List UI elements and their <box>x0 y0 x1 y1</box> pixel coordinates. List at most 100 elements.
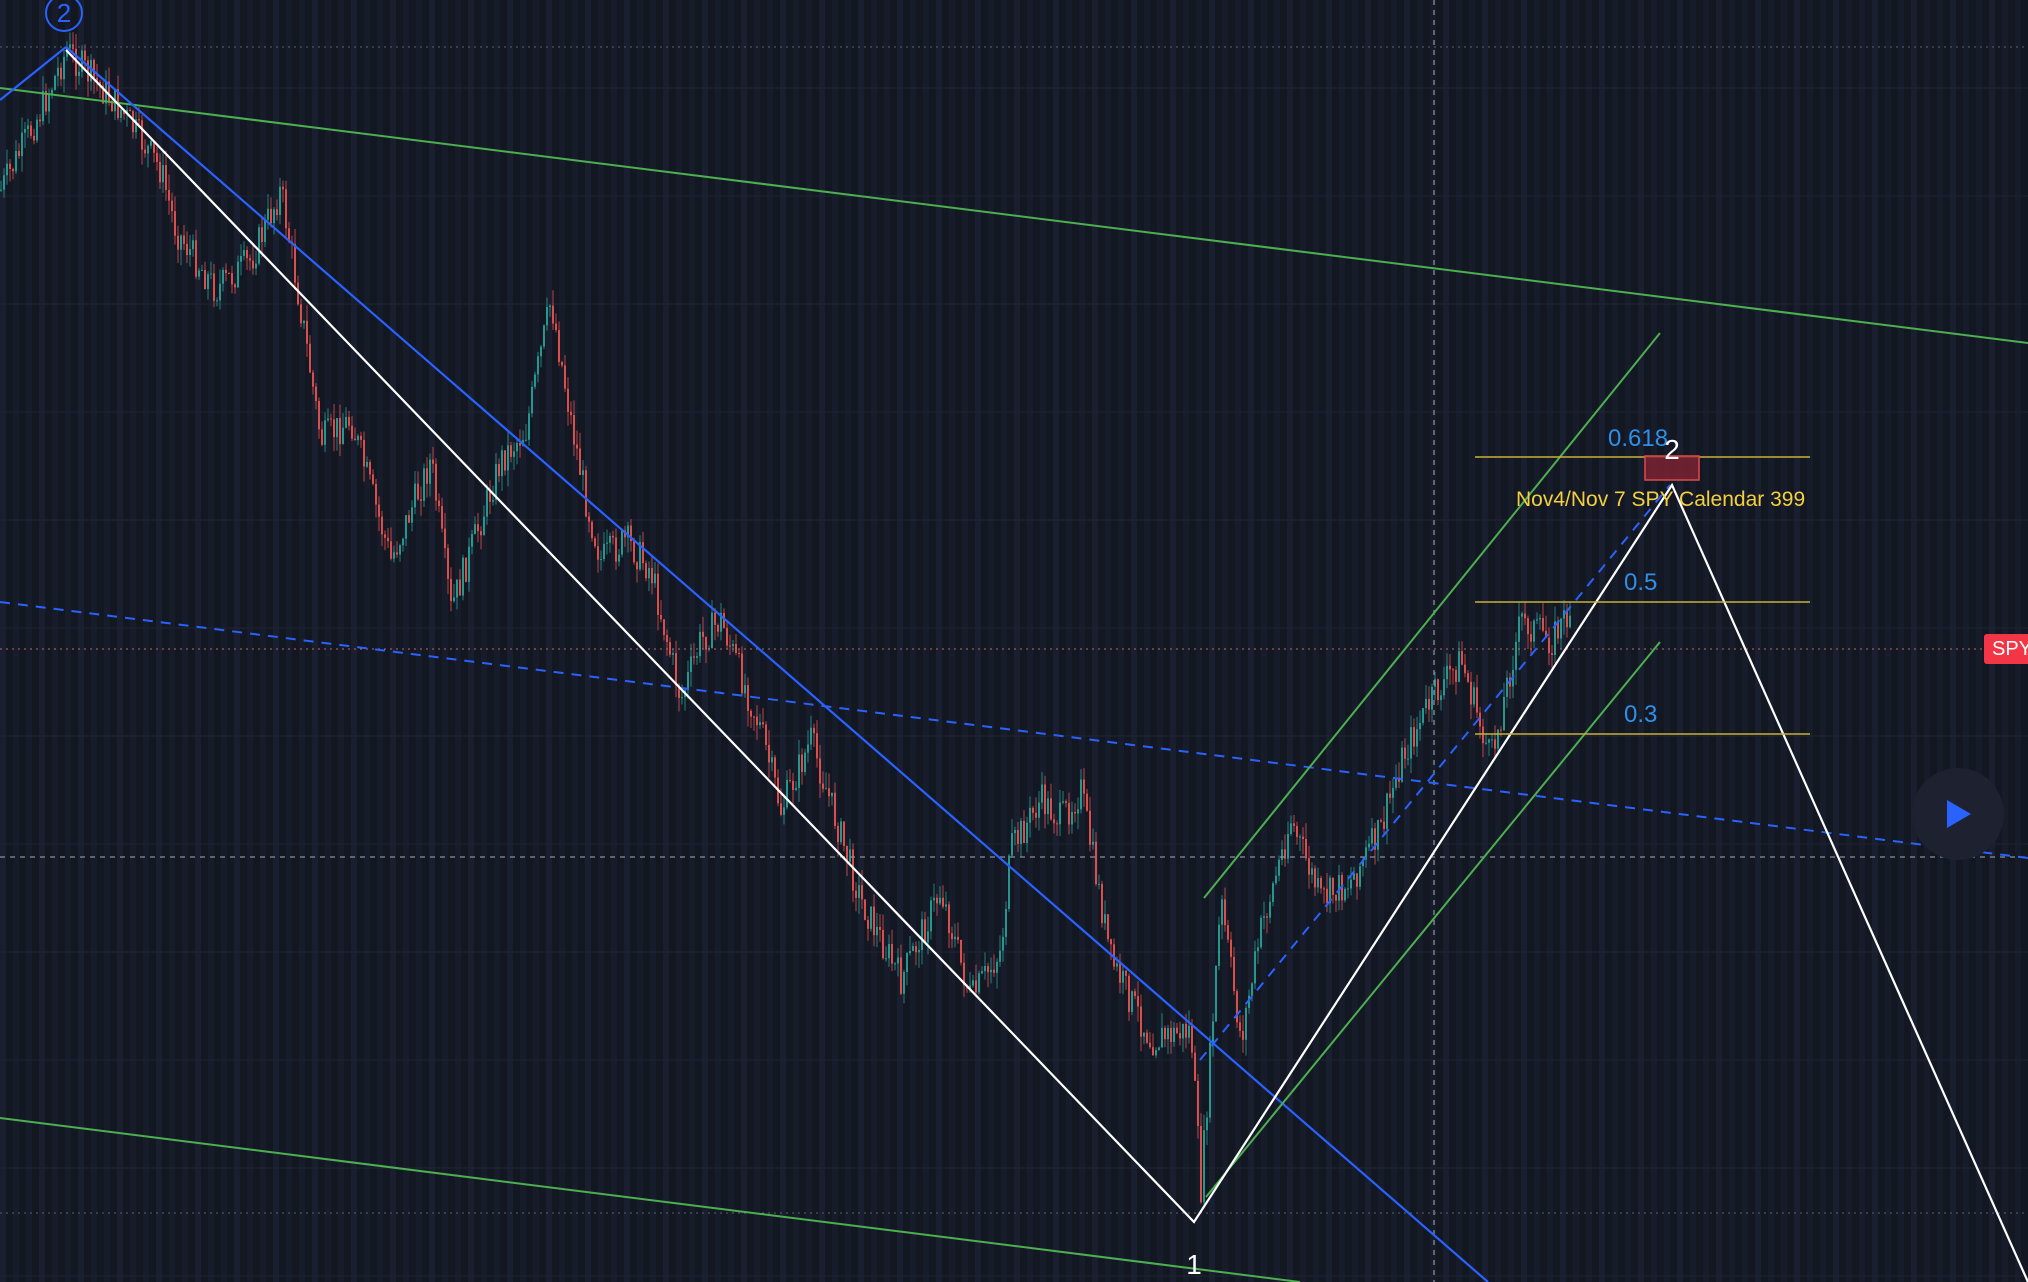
candle-body <box>1389 793 1391 798</box>
candle-body <box>90 59 92 82</box>
candle-body <box>1056 823 1058 825</box>
candle-body <box>843 821 845 846</box>
channel-lower-line[interactable] <box>0 1117 1301 1282</box>
candle-body <box>1488 739 1490 743</box>
candle-body <box>1278 859 1280 876</box>
candle-body <box>234 284 236 288</box>
candle-body <box>555 323 557 331</box>
candle-body <box>1047 798 1049 815</box>
candle-body <box>582 470 584 475</box>
candle-body <box>1536 619 1538 621</box>
candle-body <box>186 243 188 256</box>
candle-body <box>1413 727 1415 747</box>
wave-zigzag-line[interactable] <box>65 49 2028 1282</box>
candle-body <box>1068 802 1070 825</box>
candle-body <box>327 418 329 421</box>
candle-body <box>1365 847 1367 860</box>
candle-body <box>657 573 659 615</box>
candle-body <box>519 442 521 446</box>
candle-body <box>1461 651 1463 665</box>
candle-body <box>1296 825 1298 837</box>
candle-body <box>1449 665 1451 670</box>
candle-body <box>648 567 650 579</box>
fib-label-0618: 0.618 <box>1608 425 1668 452</box>
candle-body <box>1506 677 1508 697</box>
candle-body <box>630 525 632 542</box>
candle-body <box>1323 888 1325 890</box>
blue-dashed-rally-line[interactable] <box>1199 484 1671 1061</box>
candle-body <box>1236 991 1238 1023</box>
candle-body <box>1098 883 1100 885</box>
candle-body <box>1005 909 1007 937</box>
candle-body <box>207 274 209 290</box>
candle-body <box>39 119 41 122</box>
candle-body <box>957 936 959 940</box>
candle-body <box>24 129 26 133</box>
candle-body <box>222 269 224 284</box>
candle-body <box>1377 820 1379 850</box>
candle-body <box>405 515 407 539</box>
candle-body <box>51 89 53 96</box>
small-channel-upper[interactable] <box>1203 332 1661 899</box>
candle-body <box>216 300 218 302</box>
replay-play-button[interactable] <box>1912 768 2004 860</box>
candle-body <box>45 91 47 112</box>
candle-body <box>63 56 65 80</box>
candle-body <box>873 906 875 936</box>
candle-body <box>705 636 707 650</box>
candle-body <box>441 506 443 529</box>
candle-body <box>1284 849 1286 859</box>
candle-body <box>333 419 335 438</box>
candle-body <box>465 557 467 582</box>
calendar-annotation[interactable]: Nov4/Nov 7 SPY Calendar 399 <box>1516 488 1805 511</box>
candle-body <box>1530 634 1532 642</box>
candle-body <box>588 516 590 522</box>
candle-body <box>912 946 914 952</box>
candle-body <box>1161 1027 1163 1048</box>
candle-body <box>612 535 614 538</box>
candle-body <box>1230 939 1232 957</box>
candle-body <box>1494 739 1496 749</box>
candle-body <box>1290 823 1292 834</box>
candle-body <box>456 579 458 598</box>
candle-body <box>1527 618 1529 635</box>
candle-body <box>144 149 146 154</box>
candle-body <box>561 361 563 366</box>
candle-body <box>510 445 512 457</box>
candle-body <box>1470 681 1472 705</box>
candle-body <box>54 76 56 90</box>
candle-body <box>1425 698 1427 709</box>
candle-body <box>513 451 515 457</box>
candle-body <box>147 145 149 154</box>
candle-body <box>1065 801 1067 803</box>
candle-body <box>165 165 167 190</box>
candle-body <box>162 165 164 183</box>
candle-body <box>579 448 581 475</box>
candle-body <box>1260 917 1262 948</box>
blue-trend-line[interactable] <box>65 46 1489 1282</box>
candle-body <box>897 957 899 964</box>
candle-body <box>1227 925 1229 940</box>
candle-body <box>1329 877 1331 904</box>
candle-body <box>417 483 419 500</box>
candle-body <box>1407 758 1409 760</box>
target-box[interactable] <box>1644 455 1700 481</box>
blue-left-segment[interactable] <box>0 46 67 101</box>
candle-body <box>1410 727 1412 759</box>
candle-body <box>621 530 623 555</box>
candle-body <box>762 722 764 725</box>
candle-body <box>990 969 992 973</box>
channel-upper-line[interactable] <box>0 87 2028 344</box>
candle-body <box>909 951 911 954</box>
candle-body <box>807 744 809 753</box>
candle-body <box>1524 613 1526 619</box>
candle-body <box>1479 712 1481 727</box>
candle-body <box>210 273 212 275</box>
candle-body <box>1113 944 1115 967</box>
candle-body <box>96 77 98 82</box>
candle-body <box>243 249 245 256</box>
candle-body <box>723 612 725 628</box>
candle-body <box>252 260 254 269</box>
